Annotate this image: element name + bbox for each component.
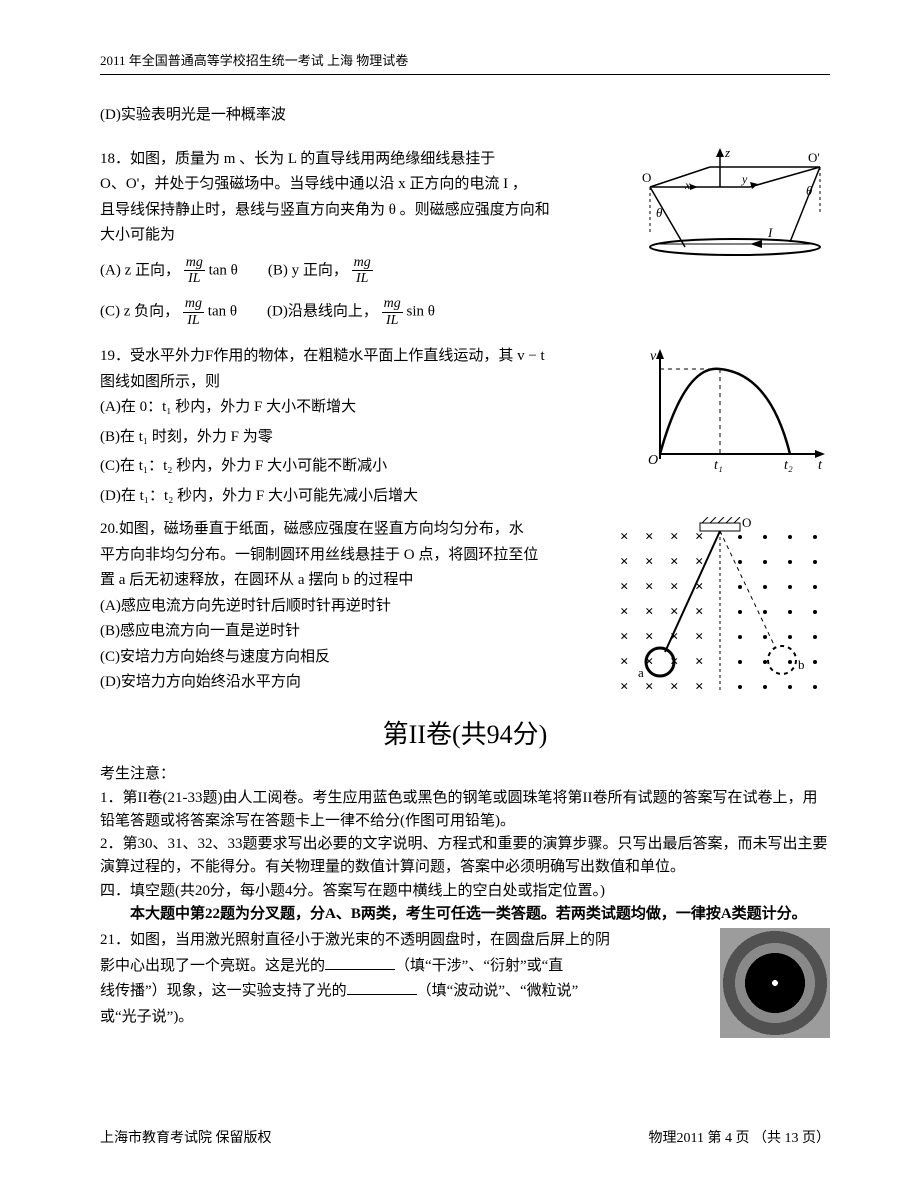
svg-text:t₁: t₁ <box>714 458 723 473</box>
q19-stem-1: 19．受水平外力F作用的物体，在粗糙水平面上作直线运动，其 v − t <box>100 344 630 370</box>
q20-option-c: (C)安培力方向始终与速度方向相反 <box>100 645 600 671</box>
svg-text:O: O <box>742 517 751 530</box>
svg-text:z: z <box>724 147 730 160</box>
q20-option-a: (A)感应电流方向先逆时针后顺时针再逆时针 <box>100 594 600 620</box>
q19-option-b: (B)在 t₁ 时刻，外力 F 为零 <box>100 425 630 451</box>
fraction: mgIL <box>352 255 373 287</box>
diffraction-image <box>720 928 830 1038</box>
svg-text:×: × <box>620 654 629 670</box>
q21-figure <box>720 928 830 1038</box>
svg-text:×: × <box>670 604 679 620</box>
q18-option-c: (C) z 负向， mgIL tan θ <box>100 296 237 328</box>
q19-option-a: (A)在 0：t₁ 秒内，外力 F 大小不断增大 <box>100 395 630 421</box>
blank-2 <box>347 979 417 995</box>
q20-stem-2: 平方向非均匀分布。一铜制圆环用丝线悬挂于 O 点，将圆环拉至位 <box>100 543 600 569</box>
svg-text:×: × <box>670 554 679 570</box>
q21-line-4: 或“光子说”)。 <box>100 1005 710 1031</box>
page-header: 2011 年全国普通高等学校招生统一考试 上海 物理试卷 <box>100 50 830 75</box>
q21-line-1: 21．如图，当用激光照射直径小于激光束的不透明圆盘时，在圆盘后屏上的阴 <box>100 928 710 954</box>
svg-text:×: × <box>670 679 679 695</box>
svg-text:×: × <box>670 579 679 595</box>
blank-1 <box>325 954 395 970</box>
svg-text:×: × <box>645 604 654 620</box>
svg-text:θ: θ <box>656 205 663 220</box>
svg-text:×: × <box>645 679 654 695</box>
svg-text:×: × <box>695 654 704 670</box>
svg-text:×: × <box>695 604 704 620</box>
svg-text:×: × <box>670 529 679 545</box>
candidate-notice: 考生注意： 1．第II卷(21-33题)由人工阅卷。考生应用蓝色或黑色的钢笔或圆… <box>100 763 830 926</box>
svg-text:O: O <box>642 170 651 185</box>
q20-figure: ×××× ×××× ×××× ×××× ×××× ×××× ×××× <box>610 517 830 697</box>
svg-text:×: × <box>645 554 654 570</box>
svg-text:v: v <box>650 349 657 364</box>
notice-1: 1．第II卷(21-33题)由人工阅卷。考生应用蓝色或黑色的钢笔或圆珠笔将第II… <box>100 787 830 834</box>
q18-option-b: (B) y 正向， mgIL <box>268 255 373 287</box>
section-2-title: 第II卷(共94分) <box>100 713 830 757</box>
svg-text:×: × <box>695 679 704 695</box>
exam-page: 2011 年全国普通高等学校招生统一考试 上海 物理试卷 (D)实验表明光是一种… <box>0 0 920 1191</box>
q20-option-d: (D)安培力方向始终沿水平方向 <box>100 670 600 696</box>
notice-head: 考生注意： <box>100 763 830 786</box>
svg-text:O: O <box>648 453 658 468</box>
question-20: 20.如图，磁场垂直于纸面，磁感应强度在竖直方向均匀分布，水 平方向非均匀分布。… <box>100 517 830 697</box>
svg-text:θ: θ <box>806 183 813 198</box>
svg-text:a: a <box>638 665 644 680</box>
q18-stem-4: 大小可能为 <box>100 223 620 249</box>
svg-text:×: × <box>645 579 654 595</box>
q19-option-c: (C)在 t₁：t₂ 秒内，外力 F 大小可能不断减小 <box>100 454 630 480</box>
svg-text:×: × <box>620 629 629 645</box>
footer-right: 物理2011 第 4 页 （共 13 页） <box>649 1127 830 1151</box>
notice-split: 本大题中第22题为分叉题，分A、B两类，考生可任选一类答题。若两类试题均做，一律… <box>100 903 830 926</box>
svg-text:t: t <box>818 458 823 473</box>
q21-line-2: 影中心出现了一个亮斑。这是光的（填“干涉”、“衍射”或“直 <box>100 954 710 980</box>
q17-option-d: (D)实验表明光是一种概率波 <box>100 103 830 129</box>
q18-stem-1: 18．如图，质量为 m 、长为 L 的直导线用两绝缘细线悬挂于 <box>100 147 620 173</box>
question-21: 21．如图，当用激光照射直径小于激光束的不透明圆盘时，在圆盘后屏上的阴 影中心出… <box>100 928 830 1038</box>
svg-text:b: b <box>798 657 805 672</box>
q20-option-b: (B)感应电流方向一直是逆时针 <box>100 619 600 645</box>
q18-figure: z I O O' x y θ θ <box>630 147 830 267</box>
fraction: mgIL <box>184 255 205 287</box>
notice-4: 四．填空题(共20分，每小题4分。答案写在题中横线上的空白处或指定位置。) <box>100 880 830 903</box>
q20-stem-1: 20.如图，磁场垂直于纸面，磁感应强度在竖直方向均匀分布，水 <box>100 517 600 543</box>
svg-text:×: × <box>620 554 629 570</box>
q18-stem-3: 且导线保持静止时，悬线与竖直方向夹角为 θ 。则磁感应强度方向和 <box>100 198 620 224</box>
q18-option-d: (D)沿悬线向上， mgIL sin θ <box>267 296 435 328</box>
svg-text:×: × <box>645 529 654 545</box>
svg-text:×: × <box>620 529 629 545</box>
q21-line-3: 线传播”）现象，这一实验支持了光的（填“波动说”、“微粒说” <box>100 979 710 1005</box>
q19-stem-2: 图线如图所示，则 <box>100 370 630 396</box>
svg-text:y: y <box>741 172 748 186</box>
svg-text:×: × <box>620 579 629 595</box>
svg-text:I: I <box>767 225 773 240</box>
page-footer: 上海市教育考试院 保留版权 物理2011 第 4 页 （共 13 页） <box>100 1127 830 1151</box>
svg-text:O': O' <box>808 150 820 165</box>
q18-option-a: (A) z 正向， mgIL tan θ <box>100 255 238 287</box>
footer-left: 上海市教育考试院 保留版权 <box>100 1127 272 1151</box>
q19-option-d: (D)在 t₁：t₂ 秒内，外力 F 大小可能先减小后增大 <box>100 484 630 510</box>
notice-2: 2．第30、31、32、33题要求写出必要的文字说明、方程式和重要的演算步骤。只… <box>100 833 830 880</box>
q20-stem-3: 置 a 后无初速释放，在圆环从 a 摆向 b 的过程中 <box>100 568 600 594</box>
svg-text:t₂: t₂ <box>784 458 793 473</box>
question-19: 19．受水平外力F作用的物体，在粗糙水平面上作直线运动，其 v − t 图线如图… <box>100 344 830 509</box>
fraction: mgIL <box>183 296 204 328</box>
svg-text:×: × <box>620 679 629 695</box>
svg-text:×: × <box>695 629 704 645</box>
svg-text:x: x <box>684 178 691 192</box>
question-18: 18．如图，质量为 m 、长为 L 的直导线用两绝缘细线悬挂于 O、O'，并处于… <box>100 147 830 339</box>
q19-figure: O v t₁ t₂ t <box>640 344 830 474</box>
svg-text:×: × <box>620 604 629 620</box>
svg-text:×: × <box>645 629 654 645</box>
q18-stem-2: O、O'，并处于匀强磁场中。当导线中通以沿 x 正方向的电流 I ， <box>100 172 620 198</box>
fraction: mgIL <box>382 296 403 328</box>
